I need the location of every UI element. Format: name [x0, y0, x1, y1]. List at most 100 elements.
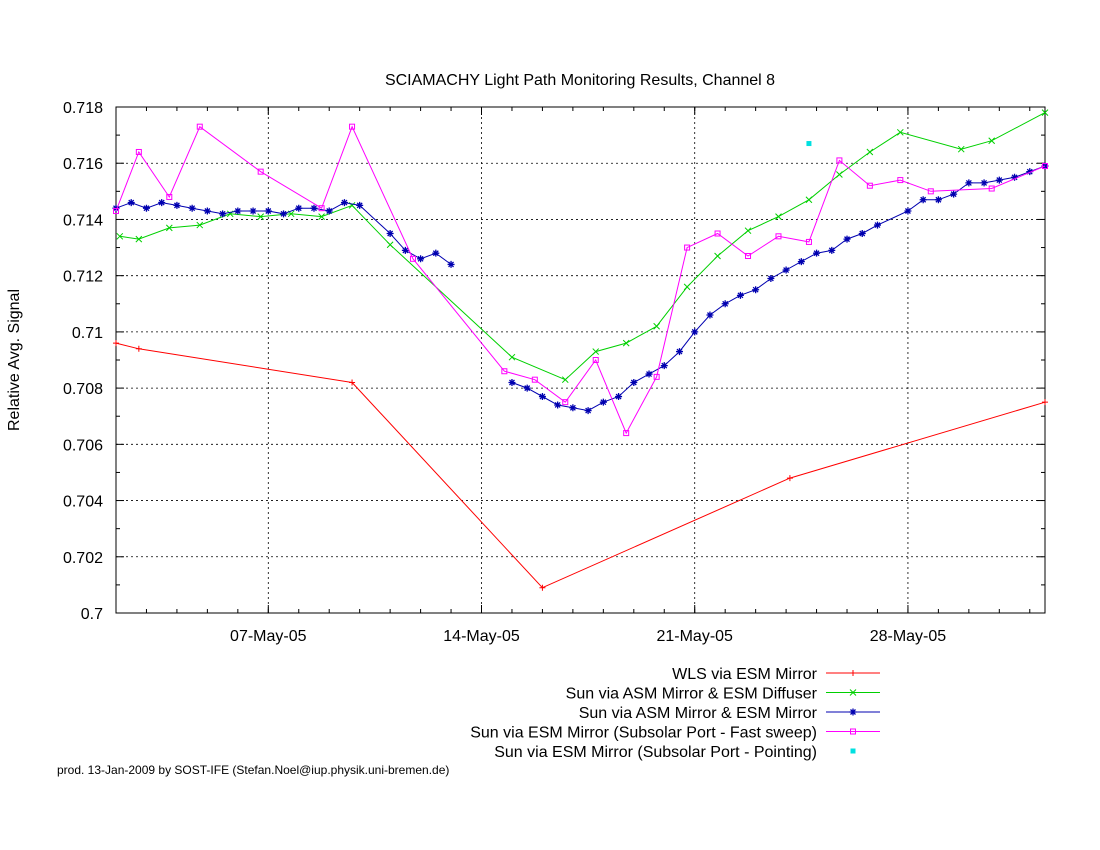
- series-line: [115, 125, 1046, 435]
- data-point: [166, 193, 173, 200]
- legend-label: Sun via ESM Mirror (Subsolar Port - Fast…: [470, 725, 817, 742]
- data-point: [257, 168, 264, 175]
- data-point: [1041, 109, 1049, 116]
- data-point: [113, 208, 119, 215]
- data-point: [980, 179, 988, 187]
- data-point: [501, 368, 508, 375]
- data-point: [203, 207, 211, 215]
- data-point: [849, 708, 857, 716]
- data-point: [562, 399, 569, 406]
- data-point: [752, 286, 760, 294]
- data-point: [135, 235, 143, 243]
- legend: WLS via ESM Mirror Sun via ASM Mirror & E…: [470, 666, 880, 761]
- series-layer: [112, 109, 1049, 591]
- data-point: [988, 137, 996, 145]
- data-point: [127, 199, 135, 207]
- data-point: [113, 340, 119, 347]
- y-tick-label: 0.712: [63, 269, 103, 286]
- x-tick-label: 14-May-05: [443, 628, 520, 645]
- data-point: [630, 378, 638, 386]
- data-point: [340, 199, 348, 207]
- axes: 0.7 0.702 0.704 0.706 0.708 0.71 0.712 0.714 0.7…: [63, 100, 1046, 645]
- data-point: [957, 145, 965, 153]
- data-point: [919, 196, 927, 204]
- data-point: [775, 233, 782, 240]
- series-line: [115, 165, 1046, 412]
- data-point: [622, 339, 630, 347]
- data-point: [188, 204, 196, 212]
- series-line: [119, 112, 1046, 381]
- data-point: [843, 235, 851, 243]
- data-point: [569, 404, 577, 412]
- data-point: [813, 249, 821, 257]
- data-point: [736, 291, 744, 299]
- data-point: [797, 258, 805, 266]
- data-point: [775, 213, 782, 220]
- x-tick-label: 07-May-05: [230, 628, 307, 645]
- data-point: [836, 157, 843, 164]
- y-axis-label: Relative Avg. Signal: [6, 289, 23, 431]
- data-point: [850, 728, 856, 735]
- data-point: [782, 266, 790, 274]
- data-point: [417, 255, 425, 263]
- data-point: [684, 244, 691, 251]
- data-point: [660, 362, 668, 370]
- data-point: [447, 260, 455, 268]
- data-point: [599, 398, 607, 406]
- y-tick-label: 0.704: [63, 494, 103, 511]
- series-2: [116, 109, 1049, 384]
- data-point: [850, 748, 856, 754]
- data-point: [858, 230, 866, 237]
- data-point: [721, 300, 729, 308]
- y-tick-label: 0.7: [81, 606, 103, 623]
- data-point: [828, 246, 836, 254]
- legend-label: WLS via ESM Mirror: [672, 666, 818, 683]
- data-point: [116, 232, 124, 240]
- y-tick-label: 0.718: [63, 100, 103, 117]
- data-point: [409, 255, 416, 262]
- data-point: [325, 207, 333, 215]
- data-point: [653, 373, 660, 380]
- data-point: [745, 252, 752, 259]
- data-point: [142, 204, 150, 212]
- legend-entry: Sun via ESM Mirror (Subsolar Port - Poin…: [494, 744, 856, 761]
- data-point: [683, 283, 691, 291]
- y-tick-label: 0.714: [63, 212, 103, 229]
- data-point: [295, 204, 303, 212]
- data-point: [805, 238, 812, 245]
- data-point: [675, 348, 683, 356]
- series-4: [113, 123, 1048, 437]
- data-point: [531, 376, 538, 383]
- legend-entry: WLS via ESM Mirror: [672, 666, 880, 683]
- data-point: [135, 345, 142, 352]
- data-point: [508, 353, 516, 361]
- data-point: [538, 393, 546, 401]
- data-point: [249, 207, 257, 215]
- data-point: [318, 213, 325, 220]
- data-point: [539, 584, 546, 591]
- data-point: [995, 176, 1003, 184]
- data-point: [386, 230, 394, 237]
- data-point: [767, 274, 775, 282]
- data-point: [988, 185, 995, 192]
- data-point: [1011, 173, 1019, 181]
- data-point: [356, 201, 364, 209]
- data-point: [554, 401, 562, 409]
- data-point: [623, 430, 630, 437]
- data-point: [836, 171, 843, 178]
- x-tick-label: 28-May-05: [870, 628, 947, 645]
- data-point: [1026, 168, 1034, 176]
- data-point: [592, 357, 599, 363]
- y-tick-label: 0.708: [63, 381, 103, 398]
- data-point: [806, 141, 812, 147]
- series-1: [113, 340, 1048, 591]
- data-point: [196, 221, 204, 229]
- data-point: [561, 376, 569, 384]
- data-point: [691, 328, 699, 336]
- legend-label: Sun via ASM Mirror & ESM Diffuser: [566, 686, 818, 703]
- data-point: [349, 379, 356, 386]
- data-point: [1042, 399, 1048, 406]
- x-tick-label: 21-May-05: [656, 628, 733, 645]
- legend-entry: Sun via ASM Mirror & ESM Diffuser: [566, 686, 880, 703]
- data-point: [234, 207, 242, 215]
